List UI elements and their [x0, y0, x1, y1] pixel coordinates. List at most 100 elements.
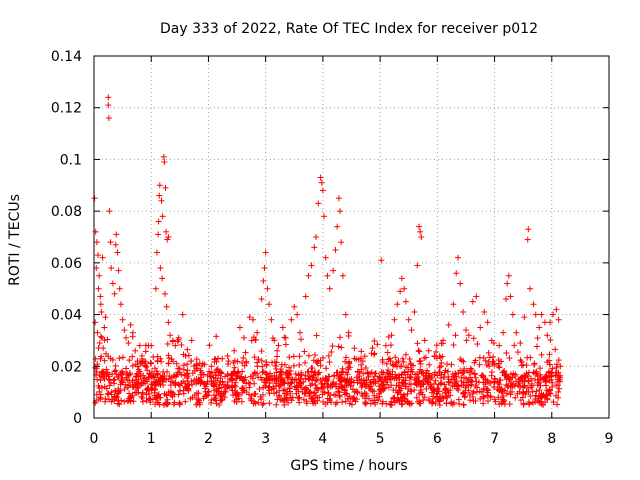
- data-point: [316, 394, 323, 401]
- data-point: [126, 357, 133, 364]
- data-point: [302, 359, 309, 366]
- data-point: [450, 341, 457, 348]
- data-point: [462, 394, 469, 401]
- data-point: [552, 346, 559, 353]
- data-point: [513, 329, 520, 336]
- data-point: [335, 343, 342, 350]
- data-point: [283, 396, 290, 403]
- data-point: [441, 374, 448, 381]
- data-point: [345, 382, 352, 389]
- data-point: [184, 346, 191, 353]
- data-point: [187, 358, 194, 365]
- data-point: [278, 396, 285, 403]
- data-point: [115, 267, 122, 274]
- x-tick-label: 2: [204, 431, 213, 447]
- data-point: [193, 361, 200, 368]
- data-point: [251, 380, 258, 387]
- data-point: [420, 397, 427, 404]
- data-point: [271, 390, 278, 397]
- data-point: [266, 370, 273, 377]
- data-point: [532, 369, 539, 376]
- data-point: [159, 378, 166, 385]
- data-point: [215, 385, 222, 392]
- data-point: [546, 386, 553, 393]
- data-point: [395, 397, 402, 404]
- data-point: [219, 355, 226, 362]
- data-point: [408, 388, 415, 395]
- data-point: [258, 348, 265, 355]
- data-point: [153, 368, 160, 375]
- data-point: [246, 391, 253, 398]
- data-point: [315, 386, 322, 393]
- data-point: [112, 388, 119, 395]
- data-point: [328, 348, 335, 355]
- data-point: [259, 391, 266, 398]
- data-point: [339, 365, 346, 372]
- data-point: [416, 348, 423, 355]
- data-point: [460, 401, 467, 408]
- data-point: [537, 371, 544, 378]
- data-point: [97, 355, 104, 362]
- data-point: [515, 376, 522, 383]
- data-point: [105, 373, 112, 380]
- data-point: [306, 376, 313, 383]
- data-point: [525, 226, 532, 233]
- data-point: [388, 342, 395, 349]
- data-point: [286, 364, 293, 371]
- data-point: [521, 314, 528, 321]
- data-point: [101, 375, 108, 382]
- data-point: [234, 370, 241, 377]
- data-point: [132, 347, 139, 354]
- data-point: [310, 400, 317, 407]
- data-point: [322, 376, 329, 383]
- data-point: [499, 396, 506, 403]
- data-point: [167, 378, 174, 385]
- data-point: [167, 392, 174, 399]
- data-point: [419, 369, 426, 376]
- data-point: [254, 329, 261, 336]
- data-point: [454, 254, 461, 261]
- data-point: [396, 387, 403, 394]
- data-point: [157, 355, 164, 362]
- data-point: [116, 285, 123, 292]
- data-point: [231, 357, 238, 364]
- data-point: [118, 397, 125, 404]
- data-point: [378, 257, 385, 264]
- data-point: [149, 384, 156, 391]
- data-point: [326, 359, 333, 366]
- data-point: [506, 401, 513, 408]
- data-point: [385, 366, 392, 373]
- data-point: [147, 359, 154, 366]
- data-point: [466, 391, 473, 398]
- x-tick-label: 1: [147, 431, 156, 447]
- data-point: [273, 365, 280, 372]
- data-point: [317, 357, 324, 364]
- data-point: [432, 377, 439, 384]
- data-point: [110, 377, 117, 384]
- data-point: [453, 270, 460, 277]
- data-point: [236, 324, 243, 331]
- data-point: [239, 384, 246, 391]
- data-point: [391, 375, 398, 382]
- data-point: [296, 394, 303, 401]
- data-point: [530, 301, 537, 308]
- data-point: [533, 368, 540, 375]
- data-point: [290, 362, 297, 369]
- data-point: [557, 363, 564, 370]
- data-point: [115, 389, 122, 396]
- data-point: [406, 374, 413, 381]
- data-point: [512, 394, 519, 401]
- data-point: [137, 370, 144, 377]
- data-point: [102, 314, 109, 321]
- data-point: [417, 228, 424, 235]
- data-point: [295, 395, 302, 402]
- data-point: [121, 386, 128, 393]
- data-point: [378, 382, 385, 389]
- data-point: [341, 375, 348, 382]
- data-point: [496, 384, 503, 391]
- data-point: [165, 352, 172, 359]
- data-point: [231, 347, 238, 354]
- data-point: [152, 379, 159, 386]
- data-point: [401, 285, 408, 292]
- data-point: [532, 376, 539, 383]
